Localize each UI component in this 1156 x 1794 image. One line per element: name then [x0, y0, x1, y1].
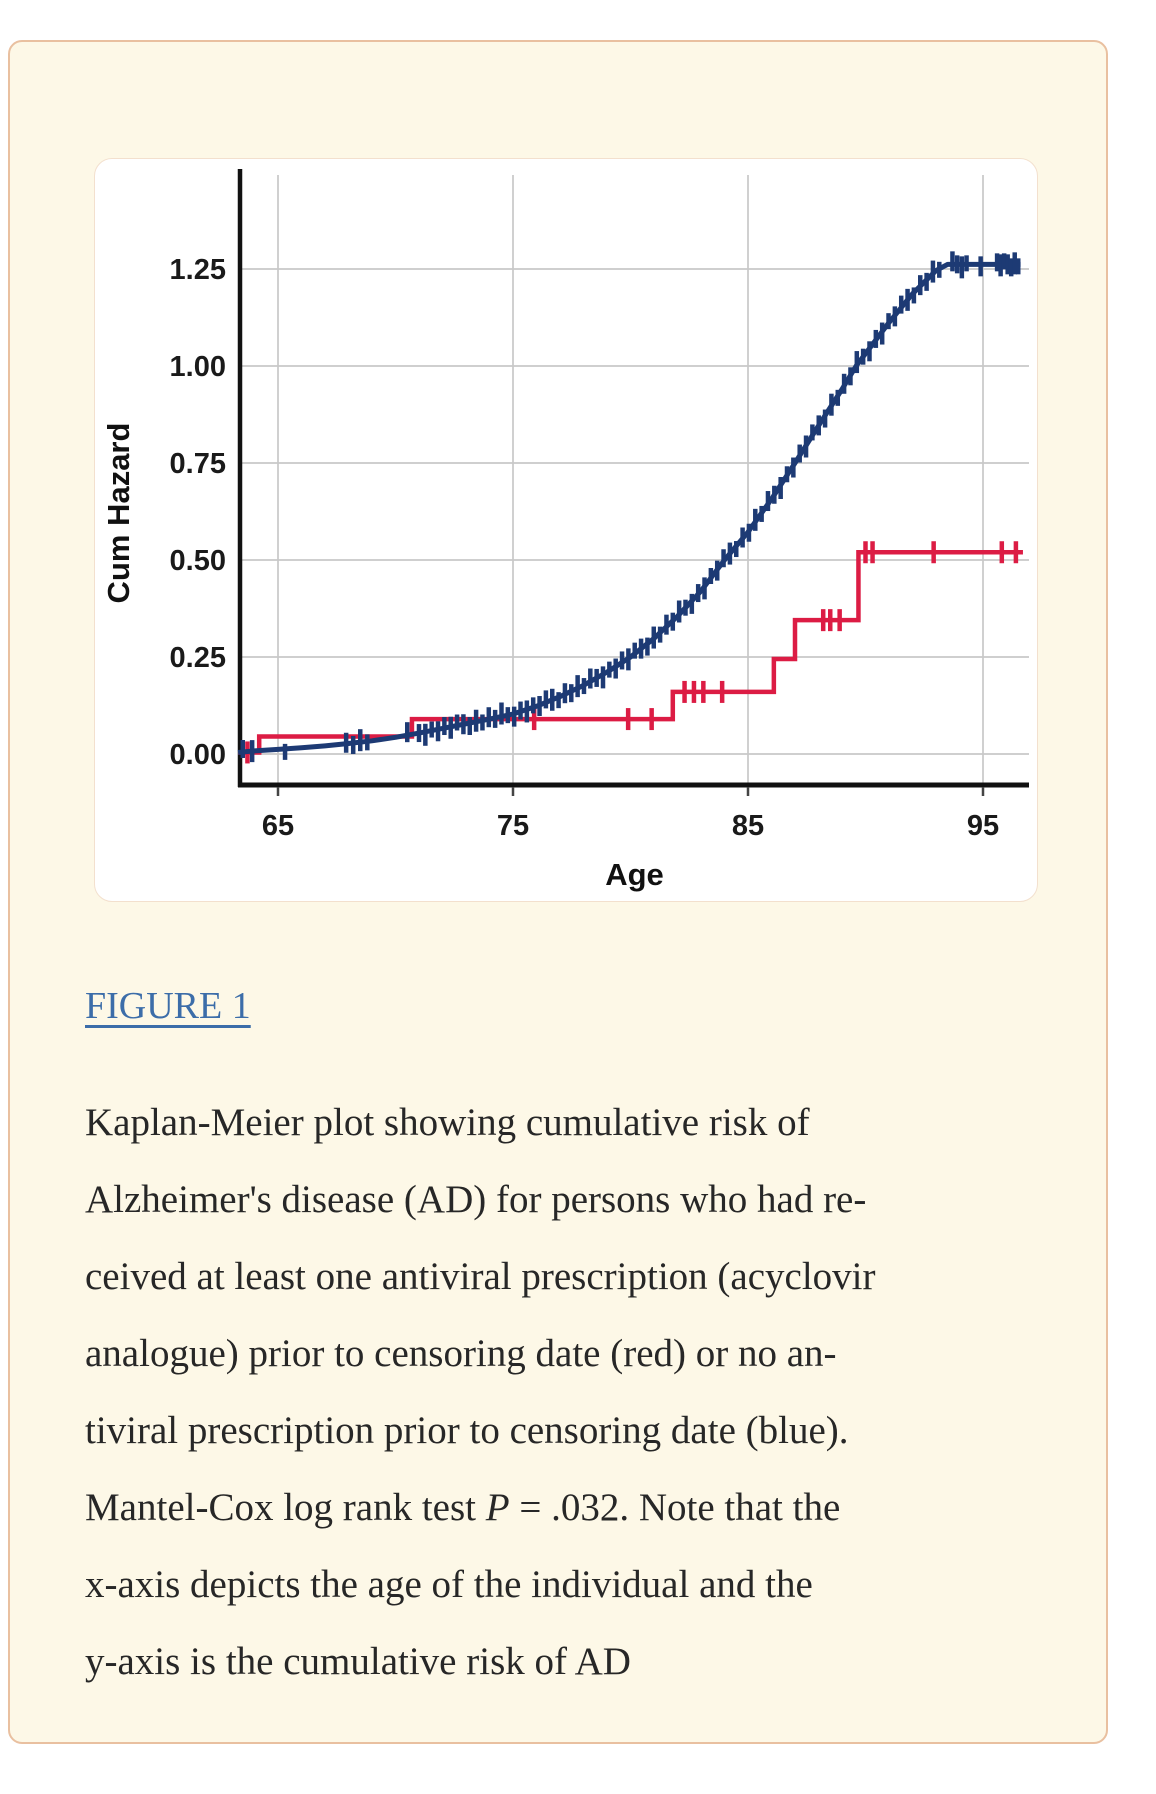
- blue-curve: [237, 261, 1021, 755]
- x-tick-label: 85: [732, 810, 764, 842]
- x-tick-label: 95: [967, 810, 999, 842]
- chart-panel: 0.00 0.25 0.50 0.75 1.00 1.25 65 75 85 95 Age Cum H…: [94, 158, 1038, 902]
- caption-line: Alzheimer's disease (AD) for persons who…: [85, 1178, 867, 1221]
- km-chart: 0.00 0.25 0.50 0.75 1.00 1.25 65 75 85 95 Age Cum H…: [101, 169, 1029, 892]
- y-tick-label: 0.50: [170, 545, 226, 577]
- x-tick-label: 75: [497, 810, 529, 842]
- caption-line: x-axis depicts the age of the individual…: [85, 1563, 813, 1606]
- y-tick-label: 1.25: [170, 254, 226, 286]
- caption-line: Kaplan-Meier plot showing cumulative ris…: [85, 1101, 810, 1144]
- x-axis-title: Age: [605, 857, 664, 892]
- figure-link[interactable]: FIGURE 1: [85, 985, 251, 1027]
- caption-line: y-axis is the cumulative risk of AD: [85, 1640, 631, 1683]
- y-tick-label: 0.75: [170, 448, 226, 480]
- y-tick-label: 0.25: [170, 642, 226, 674]
- y-tick-label: 1.00: [170, 351, 226, 383]
- caption-line: Mantel-Cox log rank test P = .032. Note …: [85, 1486, 841, 1529]
- figure-caption: Kaplan-Meier plot showing cumulative ris…: [85, 1084, 1095, 1700]
- y-axis-title: Cum Hazard: [101, 423, 136, 604]
- caption-line: tiviral prescription prior to censoring …: [85, 1409, 849, 1452]
- figure-card: 0.00 0.25 0.50 0.75 1.00 1.25 65 75 85 95 Age Cum H…: [8, 40, 1108, 1744]
- caption-line: analogue) prior to censoring date (red) …: [85, 1332, 837, 1375]
- y-tick-label: 0.00: [170, 739, 226, 771]
- caption-line: ceived at least one antiviral prescripti…: [85, 1255, 876, 1298]
- x-tick-label: 65: [262, 810, 294, 842]
